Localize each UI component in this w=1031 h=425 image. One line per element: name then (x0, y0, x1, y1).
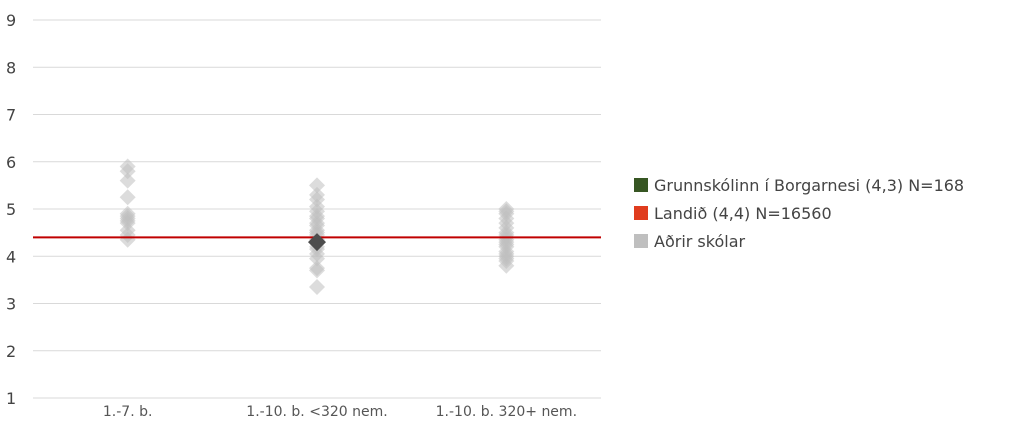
y-tick-label: 9 (6, 11, 16, 30)
x-tick-label: 1.-10. b. 320+ nem. (436, 404, 577, 420)
y-tick-label: 8 (6, 58, 16, 77)
x-tick-label: 1.-7. b. (103, 404, 153, 420)
data-point-school (308, 233, 326, 252)
school-highlight-points (308, 233, 326, 252)
legend-swatch-school (634, 178, 648, 192)
legend-swatch-other (634, 234, 648, 248)
legend-item-school: Grunnskólinn í Borgarnesi (4,3) N=168 (634, 172, 964, 198)
legend-label-school: Grunnskólinn í Borgarnesi (4,3) N=168 (654, 175, 965, 195)
y-tick-label: 2 (6, 342, 16, 361)
legend-item-other: Aðrir skólar (634, 228, 964, 254)
data-point-other-school (309, 262, 325, 279)
legend: Grunnskólinn í Borgarnesi (4,3) N=168 La… (634, 172, 964, 256)
y-axis-tick-labels: 1 2 3 4 5 6 7 8 9 (6, 11, 16, 408)
data-point-other-school (309, 278, 325, 295)
data-point-other-school (119, 163, 136, 180)
y-tick-label: 7 (6, 106, 16, 125)
data-point-other-school (309, 177, 325, 194)
other-schools-points (119, 158, 515, 295)
x-tick-label: 1.-10. b. <320 nem. (246, 404, 387, 420)
x-axis-tick-labels: 1.-7. b. 1.-10. b. <320 nem. 1.-10. b. 320… (103, 404, 577, 420)
legend-item-national: Landið (4,4) N=16560 (634, 200, 964, 226)
legend-label-other: Aðrir skólar (654, 231, 746, 251)
data-point-other-school (119, 189, 136, 206)
data-point-other-school (119, 231, 136, 248)
data-point-other-school (498, 257, 515, 274)
y-tick-label: 5 (6, 200, 16, 219)
y-tick-label: 4 (6, 247, 16, 266)
y-tick-label: 6 (6, 153, 16, 172)
y-tick-label: 3 (6, 295, 16, 314)
y-tick-label: 1 (6, 389, 16, 408)
data-point-other-school (309, 250, 325, 267)
legend-label-national: Landið (4,4) N=16560 (654, 203, 832, 223)
data-point-other-school (119, 172, 136, 189)
legend-swatch-national (634, 206, 648, 220)
